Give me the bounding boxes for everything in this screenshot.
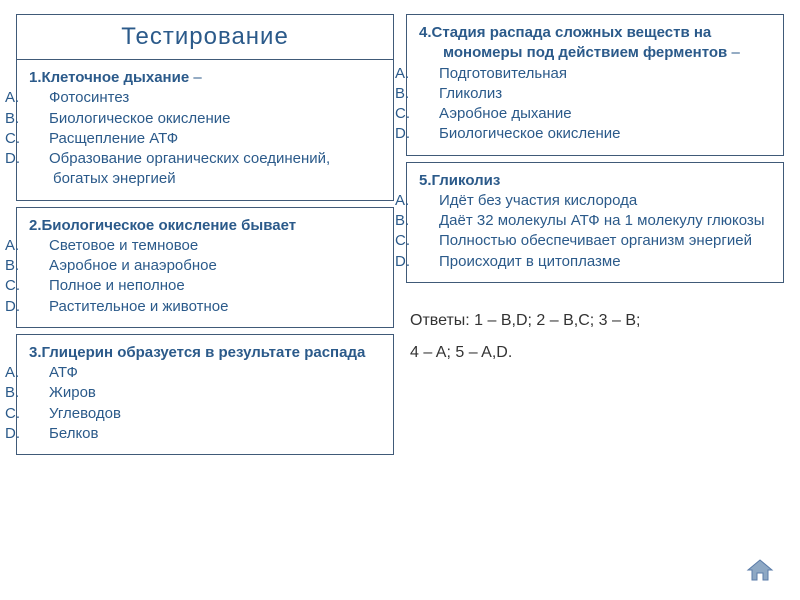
question-card-2: 2.Биологическое окисление бывает A.Свето… [16,207,394,328]
answers-line-1: Ответы: 1 – B,D; 2 – B,C; 3 – B; [410,305,780,337]
question-card-1: 1.Клеточное дыхание – A.Фотосинтез B.Био… [16,59,394,201]
q2-num: 2. [29,217,42,234]
q1-opt-c: Расщепление АТФ [49,130,178,147]
answers-line-2: 4 – A; 5 – A,D. [410,337,780,369]
q5-opt-d-label: D. [419,252,439,272]
q1-opt-c-label: C. [29,129,49,149]
q2-opt-a: Световое и темновое [49,237,198,254]
q4-tail: – [727,44,740,61]
title-card: Тестирование [16,14,394,59]
q3-opt-d: Белков [49,425,98,442]
question-card-4: 4.Стадия распада сложных веществ на моно… [406,14,784,156]
left-column: Тестирование 1.Клеточное дыхание – A.Фот… [16,14,394,461]
q2-stem: Биологическое окисление бывает [42,217,297,234]
q1-opt-b-label: B. [29,109,49,129]
q3-opt-c-label: C. [29,404,49,424]
q1-opt-b: Биологическое окисление [49,110,230,127]
q3-opt-c: Углеводов [49,405,121,422]
q3-opt-b: Жиров [49,384,96,401]
q4-num: 4. [419,24,432,41]
home-icon[interactable] [746,558,774,582]
q4-opt-b: Гликолиз [439,85,502,102]
q5-stem: Гликолиз [432,172,501,189]
q1-opt-d: Образование органических соединений, бог… [49,150,330,187]
q1-opt-a-label: A. [29,88,49,108]
q5-opt-b-label: B. [419,211,439,231]
q4-opt-d: Биологическое окисление [439,125,620,142]
q5-opt-c-label: C. [419,231,439,251]
page-title: Тестирование [121,23,289,50]
q2-opt-c-label: C. [29,276,49,296]
q3-opt-a-label: A. [29,363,49,383]
q5-opt-a: Идёт без участия кислорода [439,192,637,209]
q4-opt-b-label: B. [419,84,439,104]
q1-opt-d-label: D. [29,149,49,169]
q4-opt-a-label: A. [419,64,439,84]
q5-opt-a-label: A. [419,191,439,211]
q5-opt-b: Даёт 32 молекулы АТФ на 1 молекулу глюко… [439,212,765,229]
quiz-layout: Тестирование 1.Клеточное дыхание – A.Фот… [16,14,784,461]
q3-opt-b-label: B. [29,383,49,403]
q2-opt-b-label: B. [29,256,49,276]
question-card-3: 3.Глицерин образуется в результате распа… [16,334,394,455]
q3-stem: Глицерин образуется в результате распада [42,344,366,361]
right-column: 4.Стадия распада сложных веществ на моно… [406,14,784,461]
q2-opt-d: Растительное и животное [49,298,228,315]
q5-num: 5. [419,172,432,189]
q4-opt-c: Аэробное дыхание [439,105,572,122]
q5-opt-c: Полностью обеспечивает организм энергией [439,232,752,249]
q2-opt-d-label: D. [29,297,49,317]
q1-num: 1. [29,69,42,86]
q1-stem: Клеточное дыхание [42,69,190,86]
question-card-5: 5.Гликолиз A.Идёт без участия кислорода … [406,162,784,283]
q5-opt-d: Происходит в цитоплазме [439,253,621,270]
q3-opt-a: АТФ [49,364,78,381]
q4-opt-a: Подготовительная [439,65,567,82]
q3-num: 3. [29,344,42,361]
q1-tail: – [189,69,202,86]
q4-stem: Стадия распада сложных веществ на мономе… [432,24,728,61]
q1-opt-a: Фотосинтез [49,89,129,106]
q3-opt-d-label: D. [29,424,49,444]
q4-opt-d-label: D. [419,124,439,144]
q2-opt-b: Аэробное и анаэробное [49,257,217,274]
q4-opt-c-label: C. [419,104,439,124]
q2-opt-c: Полное и неполное [49,277,185,294]
q2-opt-a-label: A. [29,236,49,256]
answers-block: Ответы: 1 – B,D; 2 – B,C; 3 – B; 4 – A; … [406,289,784,385]
